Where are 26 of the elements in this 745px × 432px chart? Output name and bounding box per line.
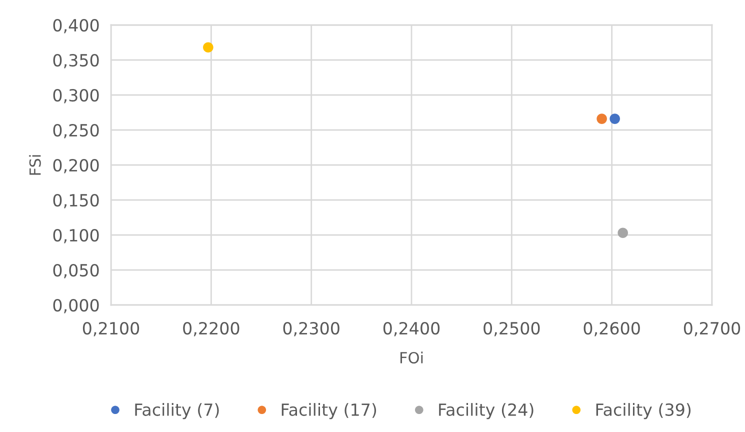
point <box>610 114 620 124</box>
x-tick-label: 0,2500 <box>484 322 540 336</box>
x-tick-label: 0,2200 <box>183 322 240 336</box>
y-tick-label: 0,350 <box>53 54 99 68</box>
y-tick-label: 0,050 <box>53 264 99 278</box>
y-axis-title: FSi <box>29 155 41 175</box>
legend-label: Facility (39) <box>596 403 691 420</box>
legend-label: Facility (7) <box>135 403 219 420</box>
x-axis-title: FOi <box>400 352 423 364</box>
x-tick-label: 0,2600 <box>584 322 640 336</box>
y-tick-label: 0,150 <box>53 194 99 208</box>
x-tick-label: 0,2700 <box>684 322 740 336</box>
legend-label: Facility (24) <box>439 403 534 420</box>
x-tick-label: 0,2400 <box>383 322 440 336</box>
point <box>203 42 214 53</box>
y-tick-label: 0,250 <box>53 124 99 138</box>
point <box>596 114 607 124</box>
y-tick-label: 0,300 <box>53 88 99 104</box>
y-tick-label: 0,000 <box>53 298 99 314</box>
x-tick-label: 0,2300 <box>283 322 340 336</box>
y-tick-label: 0,200 <box>53 158 99 174</box>
y-tick-label: 0,400 <box>53 18 99 34</box>
x-tick-label: 0,2100 <box>82 322 140 336</box>
legend-label: Facility (17) <box>282 403 376 420</box>
point <box>618 228 628 238</box>
y-tick-label: 0,100 <box>53 228 99 244</box>
